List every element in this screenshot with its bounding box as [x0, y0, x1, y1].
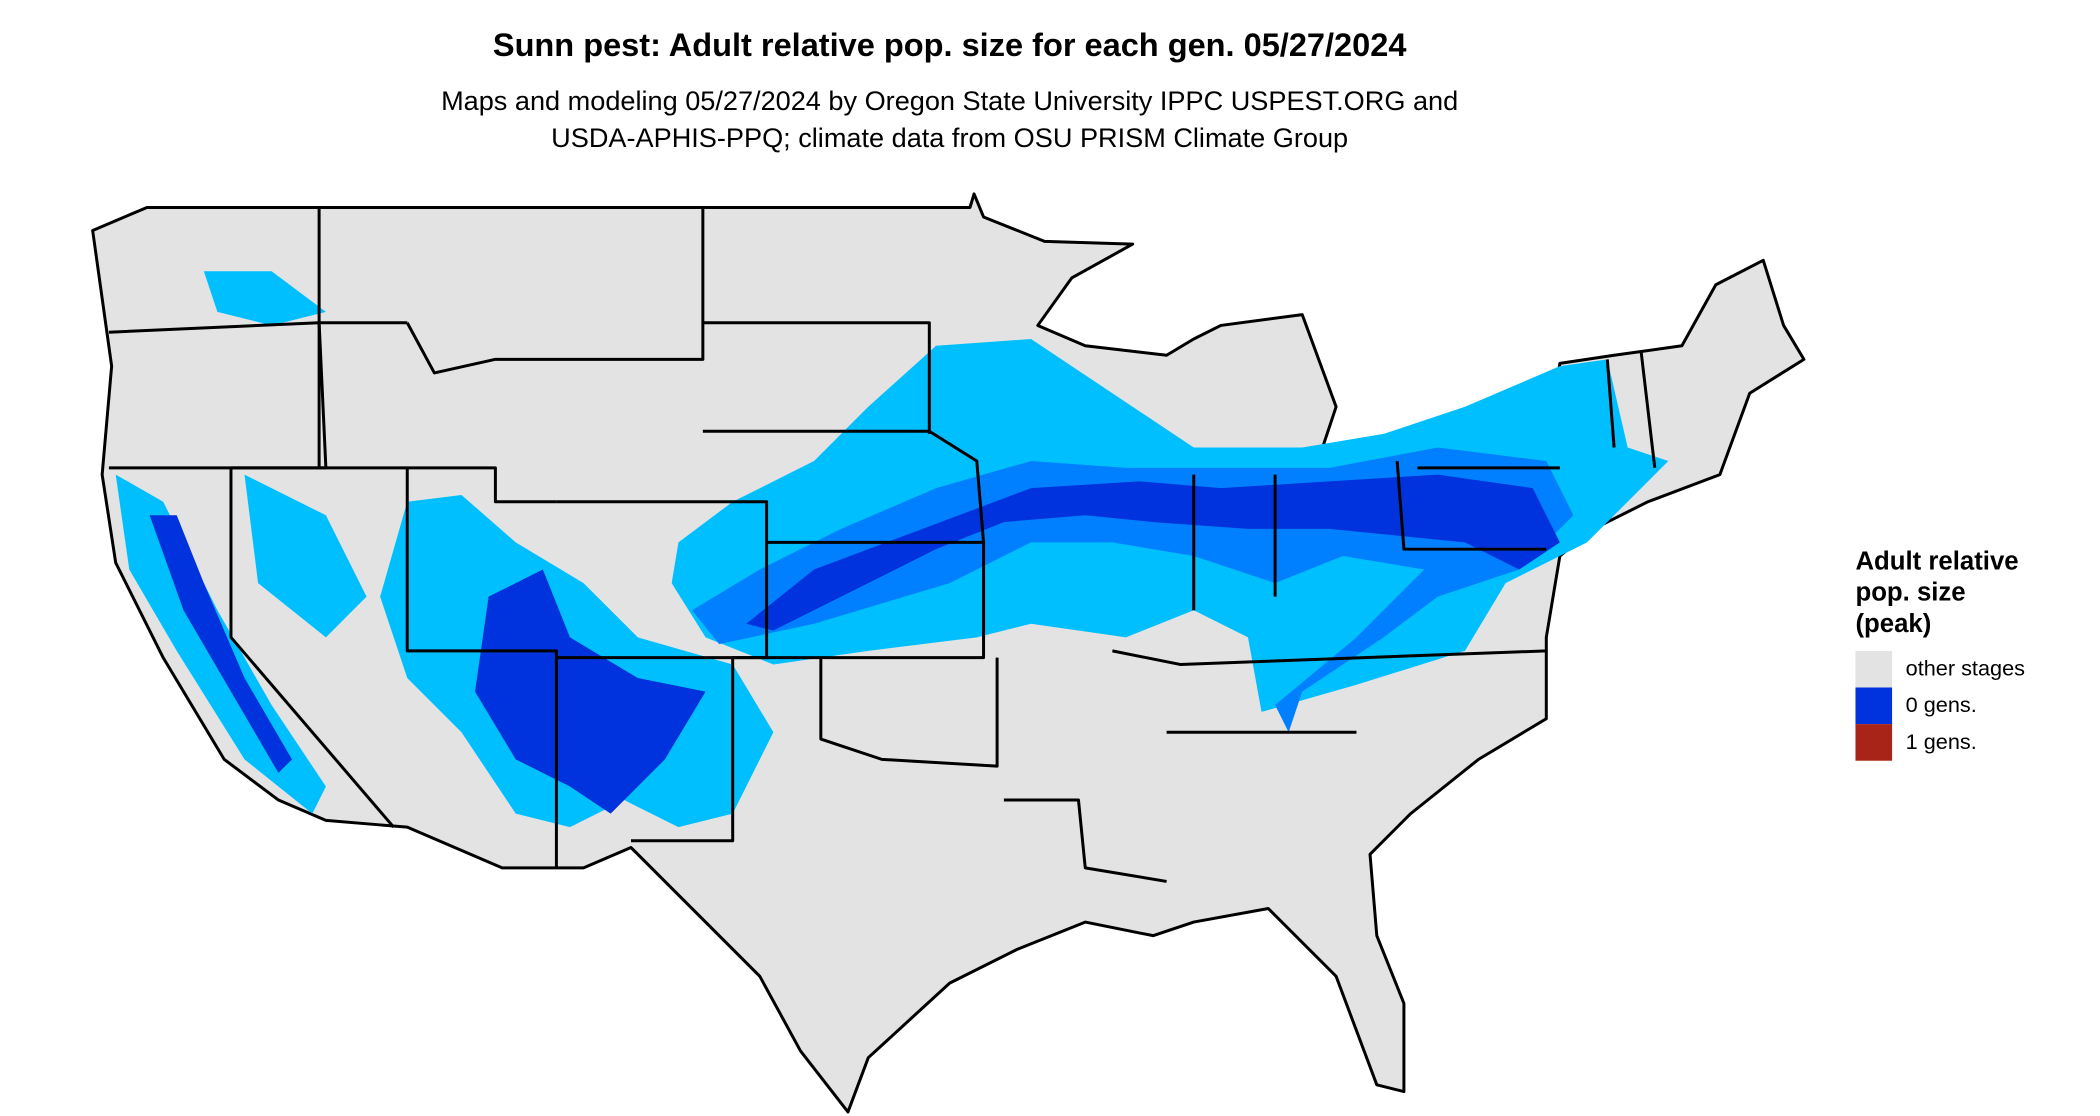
- legend: Adult relative pop. size (peak) other st…: [1855, 548, 2025, 761]
- us-map: [91, 192, 1806, 1114]
- subtitle: USDA-APHIS-PPQ; climate data from OSU PR…: [551, 122, 1348, 153]
- legend-label: other stages: [1906, 656, 2026, 681]
- us-land: [91, 192, 1806, 1114]
- legend-swatch: [1855, 650, 1893, 688]
- legend-title: pop. size: [1855, 579, 1965, 607]
- legend-swatch: [1855, 687, 1893, 725]
- subtitle: Maps and modeling 05/27/2024 by Oregon S…: [441, 85, 1458, 116]
- legend-title: Adult relative: [1855, 548, 2018, 576]
- legend-title: (peak): [1855, 610, 1931, 638]
- legend-label: 0 gens.: [1906, 692, 1977, 717]
- legend-swatch: [1855, 724, 1893, 761]
- title: Sunn pest: Adult relative pop. size for …: [493, 27, 1407, 63]
- legend-label: 1 gens.: [1906, 729, 1977, 754]
- state-borders: [108, 207, 1657, 883]
